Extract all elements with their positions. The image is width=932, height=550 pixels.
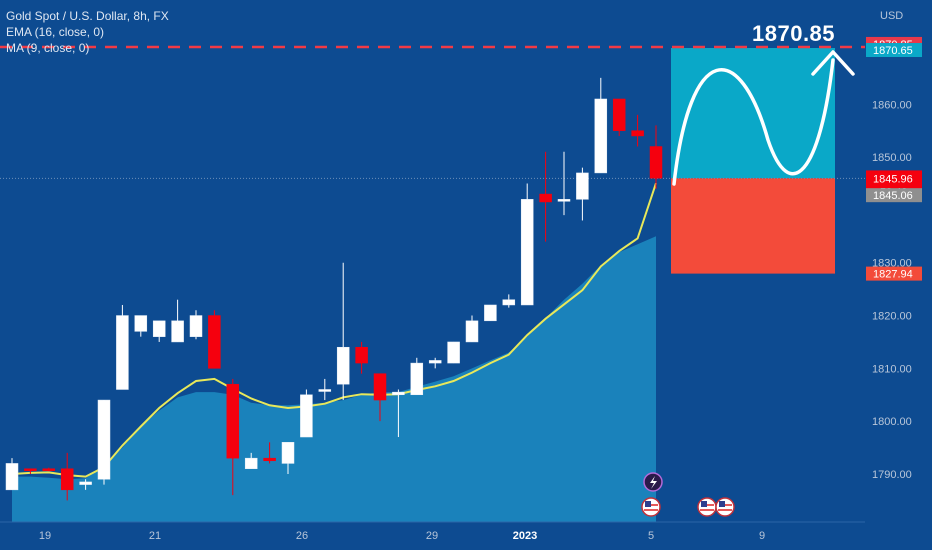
- candle-body[interactable]: [576, 172, 589, 200]
- price-tick-label: 1790.00: [872, 469, 912, 481]
- time-tick-label: 2023: [513, 530, 537, 542]
- ma-area: [12, 236, 656, 523]
- price-tick-label: 1860.00: [872, 99, 912, 111]
- ema-value-tag-bg: [866, 188, 922, 203]
- ema-line: [11, 182, 657, 478]
- candle-body[interactable]: [318, 389, 332, 392]
- candle-body[interactable]: [226, 383, 240, 459]
- ma-indicator-label[interactable]: MA (9, close, 0): [6, 41, 90, 55]
- time-tick-label: 21: [149, 530, 161, 542]
- chart-legend: Gold Spot / U.S. Dollar, 8h, FX EMA (16,…: [6, 8, 169, 56]
- flag-canton: [701, 501, 707, 507]
- candle-body[interactable]: [428, 360, 442, 364]
- candle-body[interactable]: [152, 320, 166, 337]
- arrow-up-icon: [811, 50, 855, 76]
- candle-body[interactable]: [281, 442, 295, 464]
- time-tick-label: 5: [648, 530, 654, 542]
- candle-body[interactable]: [612, 98, 626, 131]
- candle-body[interactable]: [392, 391, 405, 396]
- ema-indicator-label[interactable]: EMA (16, close, 0): [6, 25, 105, 39]
- stop-price-tag: 1827.94: [873, 269, 913, 281]
- projection-curve: [672, 58, 835, 186]
- lightning-glyph: [650, 476, 657, 489]
- candle-body[interactable]: [410, 362, 424, 396]
- candle-body[interactable]: [24, 468, 37, 471]
- candle-body[interactable]: [42, 468, 56, 471]
- candle-body[interactable]: [189, 315, 203, 337]
- target-zone-tag: 1870.65: [873, 45, 913, 57]
- candle-body[interactable]: [116, 315, 129, 390]
- candle-body[interactable]: [557, 199, 571, 202]
- candle-body[interactable]: [355, 346, 368, 364]
- candle-body[interactable]: [208, 315, 221, 369]
- price-tick-label: 1800.00: [872, 416, 912, 428]
- time-tick-label: 26: [296, 530, 308, 542]
- candle-body[interactable]: [373, 373, 387, 401]
- candle-body[interactable]: [60, 468, 74, 491]
- candle-body[interactable]: [649, 146, 663, 179]
- time-tick-label: 9: [759, 530, 765, 542]
- stop-zone-box[interactable]: [671, 178, 835, 274]
- candle-body[interactable]: [484, 304, 497, 322]
- price-tick-label: 1810.00: [872, 363, 912, 375]
- candle-body[interactable]: [594, 98, 608, 174]
- candle-body[interactable]: [447, 341, 460, 364]
- candle-body[interactable]: [79, 481, 92, 485]
- flag-canton: [719, 501, 725, 507]
- candle-body[interactable]: [300, 394, 313, 438]
- candle-body[interactable]: [539, 193, 552, 203]
- candle-body[interactable]: [631, 130, 644, 137]
- target-price-label: 1870.85: [752, 21, 835, 46]
- price-tick-label: 1820.00: [872, 311, 912, 323]
- target-zone-box[interactable]: [671, 48, 835, 179]
- candle-body[interactable]: [97, 399, 111, 480]
- candle-body[interactable]: [502, 299, 516, 306]
- candle-body[interactable]: [5, 463, 19, 491]
- price-tick-label: 1850.00: [872, 152, 912, 164]
- ema-value-tag: 1845.06: [873, 190, 913, 202]
- stop-price-tag-bg: [866, 266, 922, 281]
- candle-body[interactable]: [171, 320, 184, 343]
- time-tick-label: 19: [39, 530, 51, 542]
- last-price-tag: 1845.96: [873, 173, 913, 185]
- candle-body[interactable]: [244, 457, 258, 469]
- candle-body[interactable]: [336, 346, 350, 385]
- flag-canton: [645, 501, 651, 507]
- symbol-title[interactable]: Gold Spot / U.S. Dollar, 8h, FX: [6, 9, 169, 23]
- target-zone-tag-bg: [866, 43, 922, 58]
- time-tick-label: 29: [426, 530, 438, 542]
- candle-body[interactable]: [263, 457, 276, 462]
- candle-body[interactable]: [134, 315, 148, 332]
- axis-currency-label: USD: [880, 10, 903, 22]
- candle-body[interactable]: [465, 320, 479, 343]
- candle-body[interactable]: [520, 199, 534, 306]
